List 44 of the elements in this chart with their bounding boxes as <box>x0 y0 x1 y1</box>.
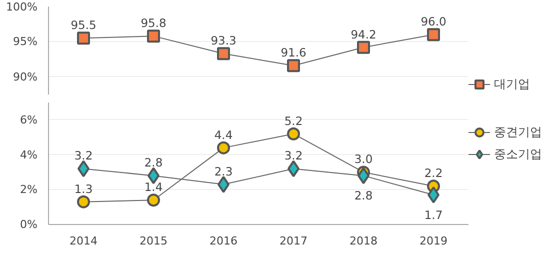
data-label: 95.8 <box>140 16 166 30</box>
legend-label: 중소기업 <box>494 146 542 162</box>
y-tick-label: 0% <box>20 218 38 231</box>
data-label: 2.8 <box>144 156 163 170</box>
point <box>357 40 370 54</box>
point <box>147 194 160 207</box>
data-label: 1.7 <box>424 208 443 222</box>
data-label: 96.0 <box>420 14 446 29</box>
data-label: 95.5 <box>70 18 96 32</box>
point <box>217 141 230 154</box>
x-tick-label: 2017 <box>280 234 308 248</box>
y-tick-label: 6% <box>20 113 38 126</box>
y-tick-label: 90% <box>13 70 38 84</box>
data-label: 94.2 <box>350 27 376 42</box>
point <box>287 127 300 140</box>
y-tick-label: 100% <box>6 0 38 14</box>
x-tick-label: 2018 <box>350 234 378 248</box>
data-label: 93.3 <box>210 34 236 48</box>
point <box>427 28 440 42</box>
data-label: 1.3 <box>74 182 93 196</box>
x-tick-label: 2016 <box>210 234 238 248</box>
y-tick-label: 95% <box>13 35 38 48</box>
point <box>147 30 160 43</box>
data-label: 2.3 <box>214 164 233 178</box>
data-label: 2.8 <box>354 188 373 203</box>
legend-label: 대기업 <box>494 76 530 92</box>
point <box>77 32 90 45</box>
legend-label: 중견기업 <box>494 124 542 140</box>
data-label: 3.2 <box>284 148 303 163</box>
data-label: 4.4 <box>214 128 233 142</box>
point <box>287 59 300 72</box>
data-label: 3.2 <box>74 148 93 163</box>
x-tick-label: 2019 <box>420 234 448 248</box>
point <box>217 47 230 60</box>
data-label: 1.4 <box>144 180 163 194</box>
data-label: 91.6 <box>280 46 306 60</box>
x-tick-label: 2014 <box>70 234 98 248</box>
data-label: 3.0 <box>354 152 373 166</box>
y-tick-label: 2% <box>20 183 38 196</box>
data-label: 5.2 <box>284 114 303 128</box>
point <box>77 195 90 208</box>
data-label: 2.2 <box>424 166 443 180</box>
y-tick-label: 4% <box>20 148 38 162</box>
x-tick-label: 2015 <box>140 234 168 248</box>
